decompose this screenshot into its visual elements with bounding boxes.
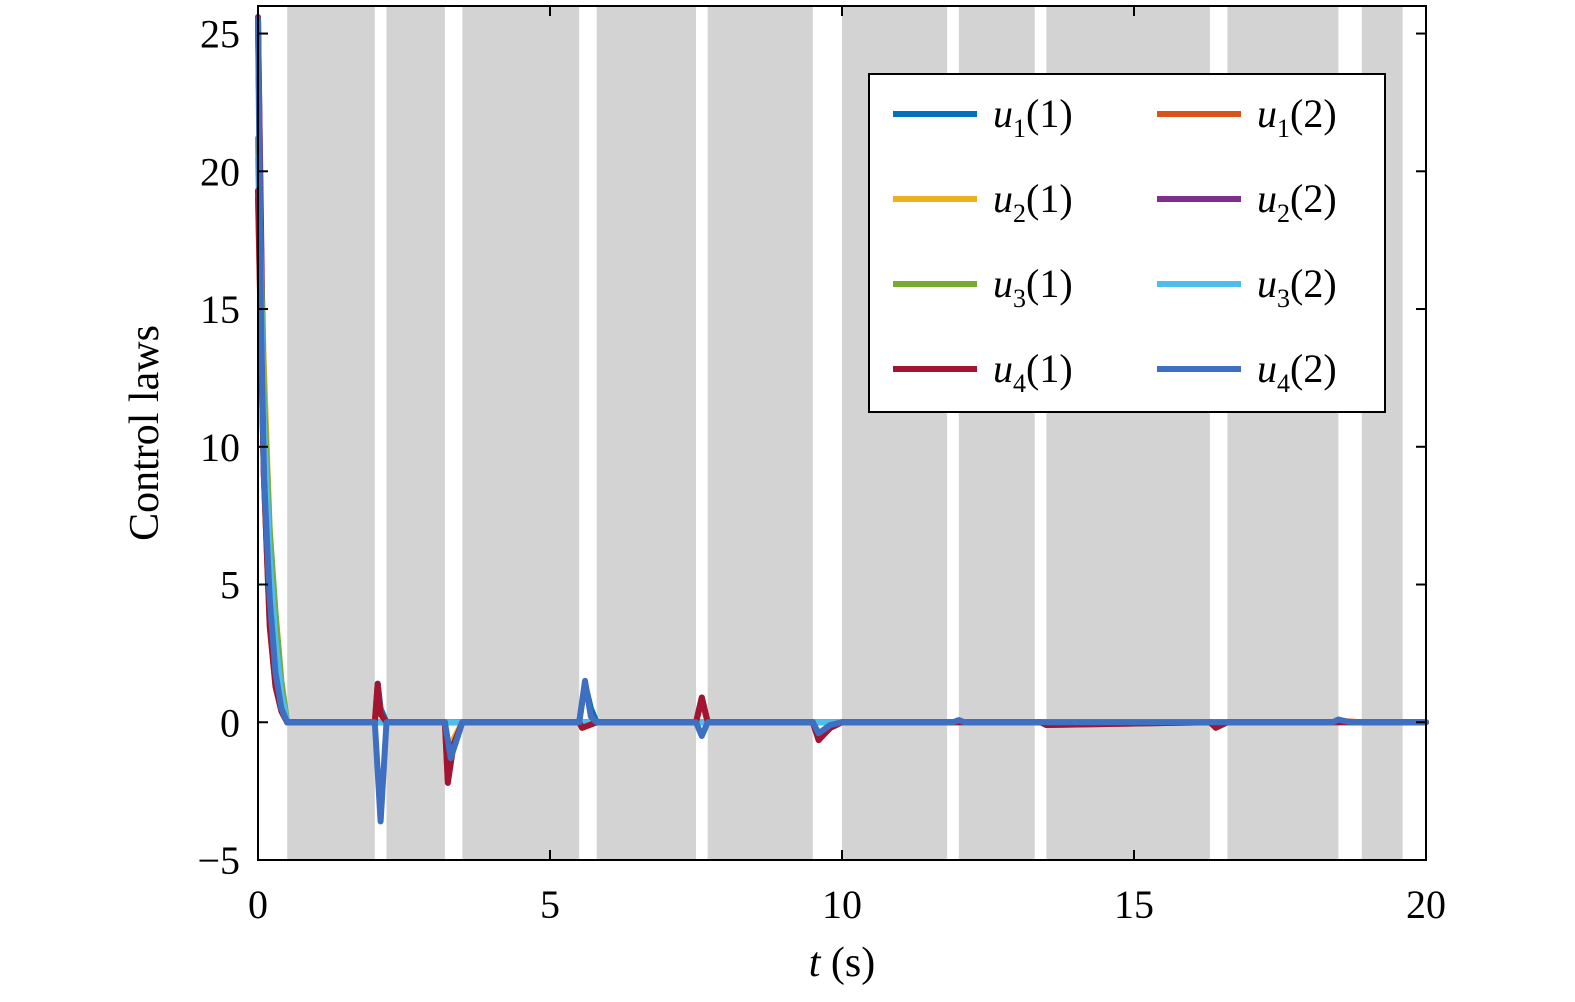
legend-sub: 3 bbox=[1013, 284, 1026, 313]
legend-box bbox=[868, 73, 1386, 413]
ticks bbox=[257, 6, 1427, 861]
legend-var: u bbox=[993, 176, 1013, 221]
legend-var: u bbox=[1257, 261, 1277, 306]
shaded-interval-3 bbox=[462, 6, 580, 860]
series-line-8 bbox=[255, 16, 1429, 825]
shaded-interval-4 bbox=[596, 6, 696, 860]
legend-sub: 1 bbox=[1013, 114, 1026, 143]
y-tick-label-2: 0 bbox=[220, 700, 240, 745]
legend-label-6: u3(2) bbox=[1257, 261, 1337, 313]
x-tick-label-3: 10 bbox=[822, 882, 862, 927]
series-lines bbox=[255, 14, 1429, 825]
shaded-interval-2 bbox=[386, 6, 445, 860]
x-tick-label-2: 5 bbox=[540, 882, 560, 927]
x-tick-label-4: 15 bbox=[1114, 882, 1154, 927]
legend-var: u bbox=[1257, 91, 1277, 136]
legend-arg: (2) bbox=[1290, 261, 1337, 306]
legend-arg: (1) bbox=[1026, 176, 1073, 221]
legend-label-2: u1(2) bbox=[1257, 91, 1337, 143]
legend-var: u bbox=[1257, 346, 1277, 391]
y-tick-label-7: 25 bbox=[200, 12, 240, 57]
x-tick-label-5: 20 bbox=[1406, 882, 1446, 927]
x-axis-unit: (s) bbox=[831, 940, 875, 986]
shaded-interval-1 bbox=[287, 6, 375, 860]
y-tick-label-3: 5 bbox=[220, 563, 240, 608]
shaded-intervals bbox=[287, 6, 1403, 860]
legend-sub: 2 bbox=[1013, 199, 1026, 228]
legend-var: u bbox=[993, 346, 1013, 391]
legend-arg: (1) bbox=[1026, 91, 1073, 136]
legend-label-3: u2(1) bbox=[993, 176, 1073, 228]
x-axis-space bbox=[820, 940, 831, 986]
legend-label-5: u3(1) bbox=[993, 261, 1073, 313]
legend-arg: (2) bbox=[1290, 346, 1337, 391]
legend-var: u bbox=[993, 261, 1013, 306]
legend-label-4: u2(2) bbox=[1257, 176, 1337, 228]
legend-label-8: u4(2) bbox=[1257, 346, 1337, 398]
legend-arg: (2) bbox=[1290, 176, 1337, 221]
legend-arg: (1) bbox=[1026, 261, 1073, 306]
x-axis-var: t bbox=[809, 940, 822, 986]
x-axis-title: t (s) bbox=[809, 940, 876, 986]
legend-sub: 1 bbox=[1277, 114, 1290, 143]
legend: u1(1) u1(2)u2(1) u2(2)u3(1) u3(2)u4(1) u4(2) bbox=[868, 73, 1386, 413]
legend-label-7: u4(1) bbox=[993, 346, 1073, 398]
legend-arg: (1) bbox=[1026, 346, 1073, 391]
y-axis-title: Control laws bbox=[122, 325, 168, 541]
shaded-interval-5 bbox=[707, 6, 813, 860]
x-tick-label-1: 0 bbox=[248, 882, 268, 927]
y-tick-label-5: 15 bbox=[200, 287, 240, 332]
y-tick-label-4: 10 bbox=[200, 425, 240, 470]
y-tick-label-6: 20 bbox=[200, 149, 240, 194]
legend-sub: 4 bbox=[1277, 369, 1290, 398]
legend-sub: 4 bbox=[1013, 369, 1026, 398]
y-tick-label-1: −5 bbox=[197, 838, 240, 883]
legend-var: u bbox=[993, 91, 1013, 136]
legend-sub: 3 bbox=[1277, 284, 1290, 313]
legend-var: u bbox=[1257, 176, 1277, 221]
legend-label-1: u1(1) bbox=[993, 91, 1073, 143]
legend-arg: (2) bbox=[1290, 91, 1337, 136]
legend-sub: 2 bbox=[1277, 199, 1290, 228]
